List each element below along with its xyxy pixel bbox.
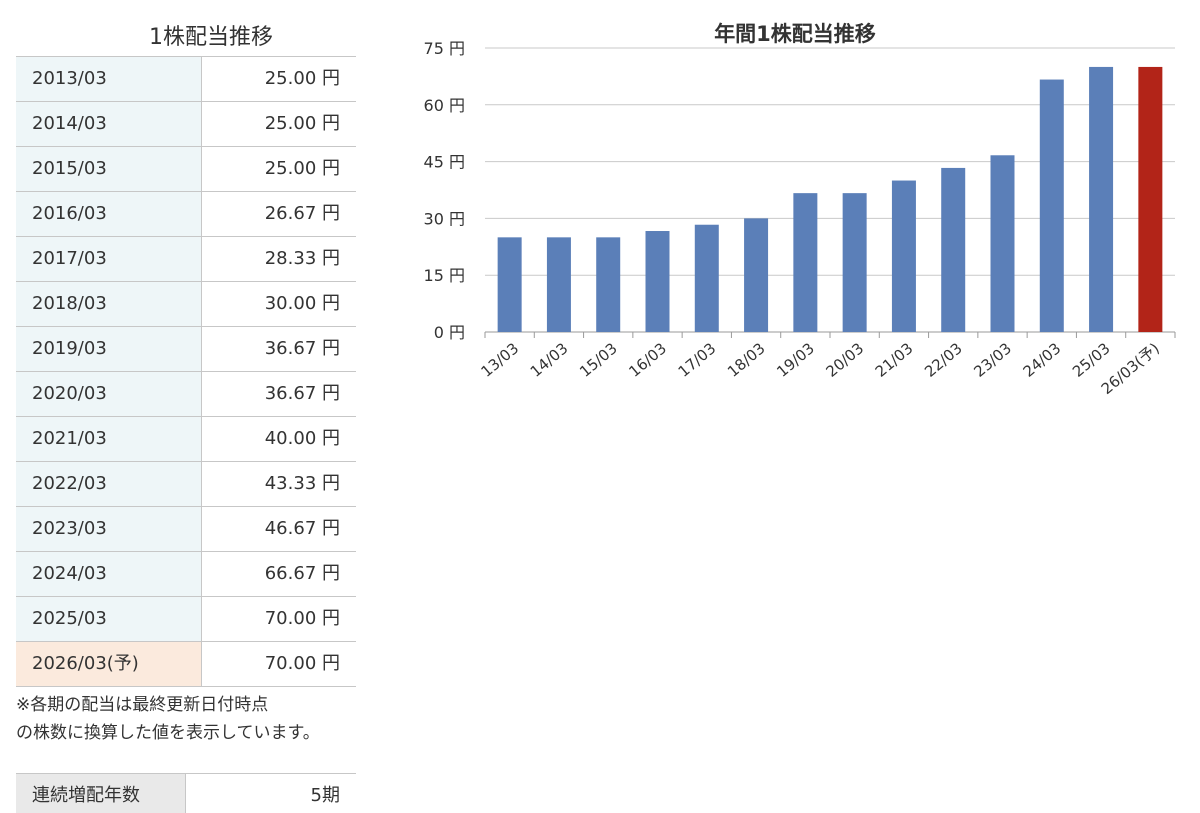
row-year: 2019/03 xyxy=(16,327,202,371)
x-tick-label: 22/03 xyxy=(921,339,966,381)
dividend-chart: 年間1株配当推移 0 円 15 円 30 円 45 円 60 円 75 円 13/03 14/… xyxy=(400,10,1190,440)
y-tick-label: 45 円 xyxy=(424,153,465,172)
table-row: 2017/03 28.33 円 xyxy=(16,237,356,282)
row-value: 25.00 円 xyxy=(264,158,340,179)
table-row: 2013/03 25.00 円 xyxy=(16,57,356,102)
row-value: 30.00 円 xyxy=(264,293,340,314)
table-title: 1株配当推移 xyxy=(149,25,273,50)
bar xyxy=(941,167,966,332)
x-tick-label: 20/03 xyxy=(823,339,868,381)
y-tick-label: 15 円 xyxy=(424,266,465,285)
row-value: 25.00 円 xyxy=(264,68,340,89)
row-year: 2013/03 xyxy=(16,57,202,101)
table-row: 2018/03 30.00 円 xyxy=(16,282,356,327)
note-line-1: ※各期の配当は最終更新日付時点 xyxy=(16,695,269,715)
row-year: 2024/03 xyxy=(16,552,202,596)
bar xyxy=(842,193,867,332)
bar xyxy=(694,224,719,332)
row-value: 66.67 円 xyxy=(264,563,340,584)
note-line-2: の株数に換算した値を表示しています。 xyxy=(16,723,320,743)
table-row: 2025/03 70.00 円 xyxy=(16,597,356,642)
dividend-table-panel: 1株配当推移 2013/03 25.00 円 2014/03 25.00 円 2015/… xyxy=(16,20,356,813)
bar xyxy=(744,218,769,332)
dividend-streak-row: 連続増配年数 5期 xyxy=(16,773,356,813)
row-value: 46.67 円 xyxy=(264,518,340,539)
dividend-table: 2013/03 25.00 円 2014/03 25.00 円 2015/03 25.00… xyxy=(16,56,356,687)
x-tick-label: 17/03 xyxy=(675,339,720,381)
bar xyxy=(596,237,621,332)
x-tick-label: 25/03 xyxy=(1069,339,1114,381)
y-tick-label: 60 円 xyxy=(424,96,465,115)
x-tick-label: 16/03 xyxy=(625,339,670,381)
table-row: 2022/03 43.33 円 xyxy=(16,462,356,507)
streak-value: 5期 xyxy=(310,785,340,806)
row-year: 2016/03 xyxy=(16,192,202,236)
x-tick-label: 23/03 xyxy=(970,339,1015,381)
row-year: 2026/03(予) xyxy=(16,642,202,686)
row-value: 40.00 円 xyxy=(264,428,340,449)
x-tick-label: 13/03 xyxy=(478,339,523,381)
y-tick-label: 0 円 xyxy=(434,323,465,342)
x-tick-label: 15/03 xyxy=(576,339,621,381)
table-row: 2019/03 36.67 円 xyxy=(16,327,356,372)
bar xyxy=(1039,79,1064,332)
table-row: 2024/03 66.67 円 xyxy=(16,552,356,597)
y-tick-label: 75 円 xyxy=(424,39,465,58)
chart-svg: 0 円 15 円 30 円 45 円 60 円 75 円 13/03 14/03 15/03 16… xyxy=(424,39,1176,398)
row-year: 2022/03 xyxy=(16,462,202,506)
bar xyxy=(990,155,1015,332)
x-tick-label: 24/03 xyxy=(1020,339,1065,381)
row-year: 2021/03 xyxy=(16,417,202,461)
table-row: 2026/03(予) 70.00 円 xyxy=(16,642,356,687)
x-tick-label: 18/03 xyxy=(724,339,769,381)
bar xyxy=(546,237,571,332)
row-value: 26.67 円 xyxy=(264,203,340,224)
table-row: 2021/03 40.00 円 xyxy=(16,417,356,462)
table-row: 2014/03 25.00 円 xyxy=(16,102,356,147)
row-year: 2014/03 xyxy=(16,102,202,146)
row-year: 2017/03 xyxy=(16,237,202,281)
bar xyxy=(1089,66,1114,332)
row-value: 43.33 円 xyxy=(264,473,340,494)
row-value: 25.00 円 xyxy=(264,113,340,134)
x-tick-label: 19/03 xyxy=(773,339,818,381)
table-note: ※各期の配当は最終更新日付時点 の株数に換算した値を表示しています。 xyxy=(16,691,356,747)
row-year: 2018/03 xyxy=(16,282,202,326)
row-value: 28.33 円 xyxy=(264,248,340,269)
bar xyxy=(793,193,818,332)
row-value: 70.00 円 xyxy=(264,608,340,629)
table-row: 2016/03 26.67 円 xyxy=(16,192,356,237)
row-year: 2015/03 xyxy=(16,147,202,191)
forecast-bar xyxy=(1138,66,1163,332)
chart-title: 年間1株配当推移 xyxy=(714,22,876,46)
x-tick-label: 14/03 xyxy=(527,339,572,381)
row-year: 2025/03 xyxy=(16,597,202,641)
streak-label: 連続増配年数 xyxy=(16,774,186,813)
bar xyxy=(497,237,522,332)
bar xyxy=(891,180,916,332)
y-tick-label: 30 円 xyxy=(424,209,465,228)
table-row: 2015/03 25.00 円 xyxy=(16,147,356,192)
table-row: 2023/03 46.67 円 xyxy=(16,507,356,552)
row-value: 70.00 円 xyxy=(264,653,340,674)
x-tick-label: 21/03 xyxy=(872,339,917,381)
table-row: 2020/03 36.67 円 xyxy=(16,372,356,417)
row-year: 2023/03 xyxy=(16,507,202,551)
row-value: 36.67 円 xyxy=(264,383,340,404)
row-value: 36.67 円 xyxy=(264,338,340,359)
bar xyxy=(645,231,670,332)
row-year: 2020/03 xyxy=(16,372,202,416)
